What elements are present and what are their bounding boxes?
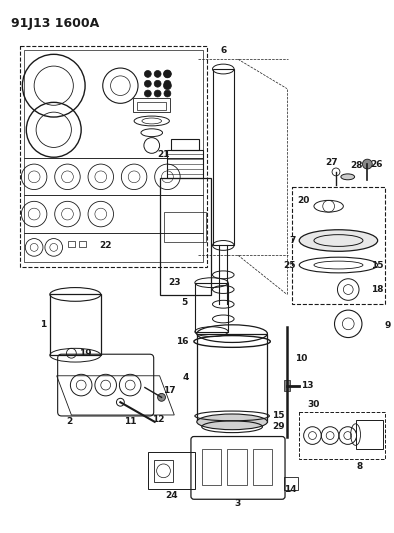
Text: 7: 7 <box>290 236 296 245</box>
Text: 14: 14 <box>284 486 297 495</box>
Text: 1: 1 <box>40 320 46 329</box>
Ellipse shape <box>341 174 355 180</box>
Text: 11: 11 <box>124 417 136 426</box>
Text: 27: 27 <box>325 158 337 167</box>
Circle shape <box>144 80 151 87</box>
Text: 21: 21 <box>158 150 170 159</box>
Circle shape <box>154 90 161 97</box>
Text: 91J13 1600A: 91J13 1600A <box>11 17 99 30</box>
Text: 9: 9 <box>385 321 391 330</box>
Bar <box>164 212 206 241</box>
Text: 17: 17 <box>164 385 176 394</box>
Text: 4: 4 <box>182 373 189 382</box>
Ellipse shape <box>299 230 377 251</box>
Bar <box>154 460 173 482</box>
Bar <box>24 51 203 158</box>
Bar <box>167 150 203 178</box>
Text: 25: 25 <box>283 261 296 270</box>
Bar <box>292 187 385 304</box>
Text: 24: 24 <box>165 491 178 500</box>
Text: 20: 20 <box>297 196 309 205</box>
Bar <box>79 240 86 247</box>
Text: 8: 8 <box>357 462 362 471</box>
Text: 30: 30 <box>307 400 320 409</box>
Text: 2: 2 <box>66 417 72 426</box>
Bar <box>202 449 221 484</box>
Bar <box>212 69 234 245</box>
Text: 28: 28 <box>351 161 363 170</box>
Bar <box>197 334 268 422</box>
Text: 15: 15 <box>272 411 285 421</box>
Bar <box>24 196 203 233</box>
Text: 15: 15 <box>370 261 383 270</box>
Bar <box>50 294 101 355</box>
Text: 19: 19 <box>79 349 92 358</box>
Bar <box>20 46 206 267</box>
Ellipse shape <box>197 414 268 430</box>
Text: 26: 26 <box>370 159 383 168</box>
Text: 3: 3 <box>235 499 241 508</box>
Bar <box>253 449 272 484</box>
Text: 6: 6 <box>220 46 227 55</box>
Text: 23: 23 <box>168 278 180 287</box>
Bar <box>69 240 75 247</box>
Bar <box>284 477 298 490</box>
Text: 12: 12 <box>152 415 164 424</box>
Text: 16: 16 <box>177 337 189 346</box>
Bar <box>356 420 383 449</box>
Circle shape <box>158 393 165 401</box>
Bar <box>227 449 247 484</box>
Bar <box>299 412 385 459</box>
Text: 22: 22 <box>99 240 112 249</box>
Text: 29: 29 <box>272 422 285 431</box>
Text: 18: 18 <box>370 285 383 294</box>
Text: 5: 5 <box>181 298 187 307</box>
Circle shape <box>144 90 151 97</box>
Circle shape <box>154 70 161 77</box>
Text: 10: 10 <box>295 353 307 362</box>
Bar <box>148 452 195 489</box>
Bar <box>171 139 199 150</box>
Bar <box>137 102 166 110</box>
Circle shape <box>164 90 171 97</box>
Circle shape <box>164 70 171 77</box>
Bar <box>160 178 210 295</box>
Circle shape <box>362 159 372 169</box>
Circle shape <box>164 82 171 90</box>
Bar <box>24 233 203 262</box>
Circle shape <box>164 70 171 78</box>
Circle shape <box>144 70 151 77</box>
Circle shape <box>154 80 161 87</box>
Circle shape <box>164 80 171 87</box>
Text: 13: 13 <box>301 381 313 390</box>
Bar <box>284 379 290 391</box>
Bar <box>133 99 170 112</box>
Bar <box>195 282 228 332</box>
Bar <box>24 158 203 196</box>
